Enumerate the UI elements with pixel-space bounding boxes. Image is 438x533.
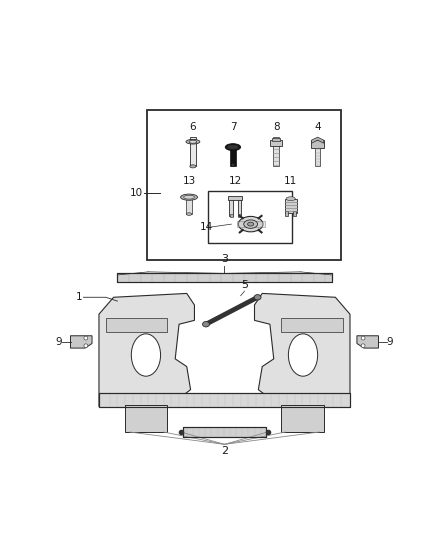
Text: 1: 1 (76, 292, 82, 302)
Bar (237, 221, 265, 227)
Text: 14: 14 (199, 222, 212, 232)
Polygon shape (311, 137, 324, 143)
Text: 6: 6 (190, 123, 196, 133)
Bar (282, 318, 343, 332)
Bar (285, 211, 288, 216)
Text: 4: 4 (314, 123, 321, 133)
Text: 11: 11 (284, 176, 297, 187)
Bar (282, 405, 324, 432)
Text: 3: 3 (221, 254, 228, 264)
Bar (208, 191, 292, 243)
Text: 8: 8 (273, 123, 279, 133)
Bar (272, 138, 280, 141)
Ellipse shape (254, 295, 261, 300)
Bar (237, 214, 240, 217)
Text: 7: 7 (230, 123, 236, 133)
Bar (230, 214, 233, 217)
Bar (117, 273, 332, 282)
Bar (147, 110, 341, 260)
Polygon shape (357, 336, 378, 348)
Text: 12: 12 (229, 176, 242, 187)
Bar (186, 197, 192, 214)
Bar (99, 393, 350, 407)
Ellipse shape (131, 334, 161, 376)
Ellipse shape (244, 220, 258, 228)
Bar (183, 427, 266, 438)
Text: 5: 5 (241, 280, 248, 289)
Ellipse shape (247, 222, 254, 226)
Text: 13: 13 (183, 176, 196, 187)
Polygon shape (99, 294, 194, 407)
Bar (99, 393, 350, 407)
Circle shape (361, 336, 365, 340)
Text: 2: 2 (221, 446, 228, 456)
Ellipse shape (202, 321, 209, 327)
Ellipse shape (286, 197, 295, 200)
Ellipse shape (288, 334, 318, 376)
Bar (183, 427, 266, 438)
Polygon shape (71, 336, 92, 348)
Bar (229, 199, 233, 216)
Bar (270, 140, 282, 147)
Circle shape (84, 344, 88, 348)
Bar (106, 318, 167, 332)
Text: 9: 9 (56, 337, 62, 347)
Ellipse shape (184, 195, 194, 199)
Text: 10: 10 (130, 188, 143, 198)
Ellipse shape (189, 140, 197, 143)
Bar (117, 273, 332, 282)
Bar (315, 147, 320, 166)
Ellipse shape (228, 145, 238, 149)
Bar (190, 137, 196, 166)
Ellipse shape (238, 216, 263, 232)
Text: 9: 9 (387, 337, 393, 347)
Bar (237, 199, 241, 216)
Ellipse shape (190, 165, 196, 168)
Bar (125, 405, 167, 432)
Bar (228, 196, 242, 200)
Bar (230, 147, 236, 166)
Bar (231, 163, 234, 166)
Bar (273, 137, 279, 166)
Polygon shape (254, 294, 350, 407)
Ellipse shape (225, 144, 240, 151)
Bar (293, 211, 296, 216)
Ellipse shape (180, 194, 198, 200)
Bar (285, 199, 297, 213)
Circle shape (84, 336, 88, 340)
Ellipse shape (186, 213, 192, 215)
Bar (311, 140, 324, 148)
Circle shape (361, 344, 365, 348)
Ellipse shape (186, 140, 200, 144)
